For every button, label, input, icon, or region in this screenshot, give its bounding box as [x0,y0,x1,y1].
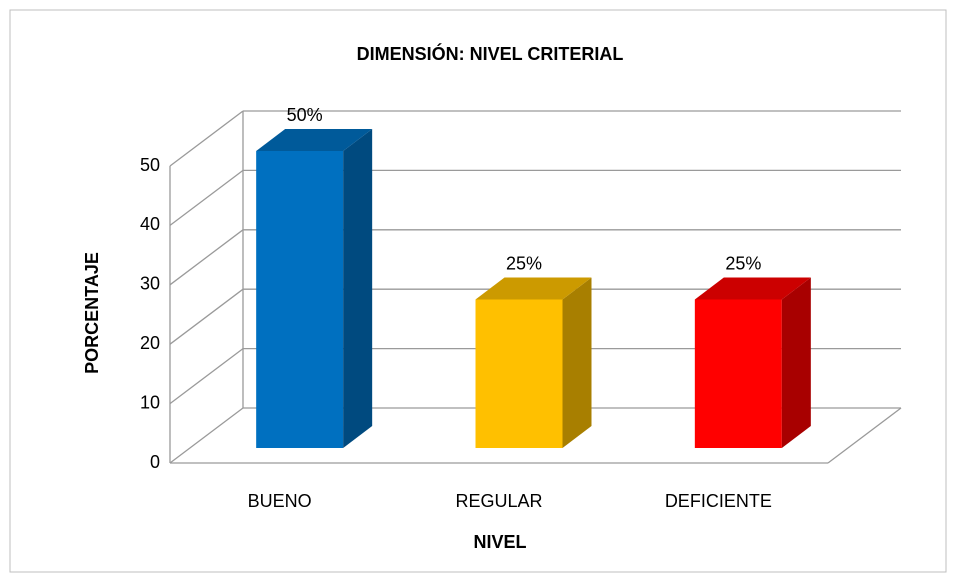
grid-line [169,169,244,226]
chart-title: DIMENSIÓN: NIVEL CRITERIAL [357,43,624,64]
bar-front [256,151,344,448]
bar [475,277,592,448]
bar [694,277,811,448]
y-tick-label: 50 [140,155,160,175]
y-tick-label: 0 [150,452,160,472]
bar-front [694,299,782,448]
grid-line [169,229,244,286]
grid-line [169,110,244,167]
bar-side [343,129,373,448]
bar-top [475,277,592,300]
grid-line [169,348,244,405]
x-tick-label: BUENO [248,491,312,511]
y-tick-label: 40 [140,214,160,234]
x-tick-label: DEFICIENTE [665,491,772,511]
bar-front [475,299,563,448]
x-axis-label: NIVEL [473,532,526,552]
value-label: 25% [506,253,542,273]
floor-edge [827,407,902,464]
y-tick-label: 20 [140,333,160,353]
x-tick-label: REGULAR [455,491,542,511]
bar [256,129,373,448]
grid-line [169,288,244,345]
bar-top [694,277,811,300]
bar-side [562,277,592,448]
grid-line [169,407,244,464]
bar-side [781,277,811,448]
y-axis-label: PORCENTAJE [82,252,102,374]
value-label: 25% [725,253,761,273]
value-label: 50% [287,105,323,125]
y-tick-label: 10 [140,392,160,412]
bar-top [256,129,373,151]
y-tick-label: 30 [140,274,160,294]
